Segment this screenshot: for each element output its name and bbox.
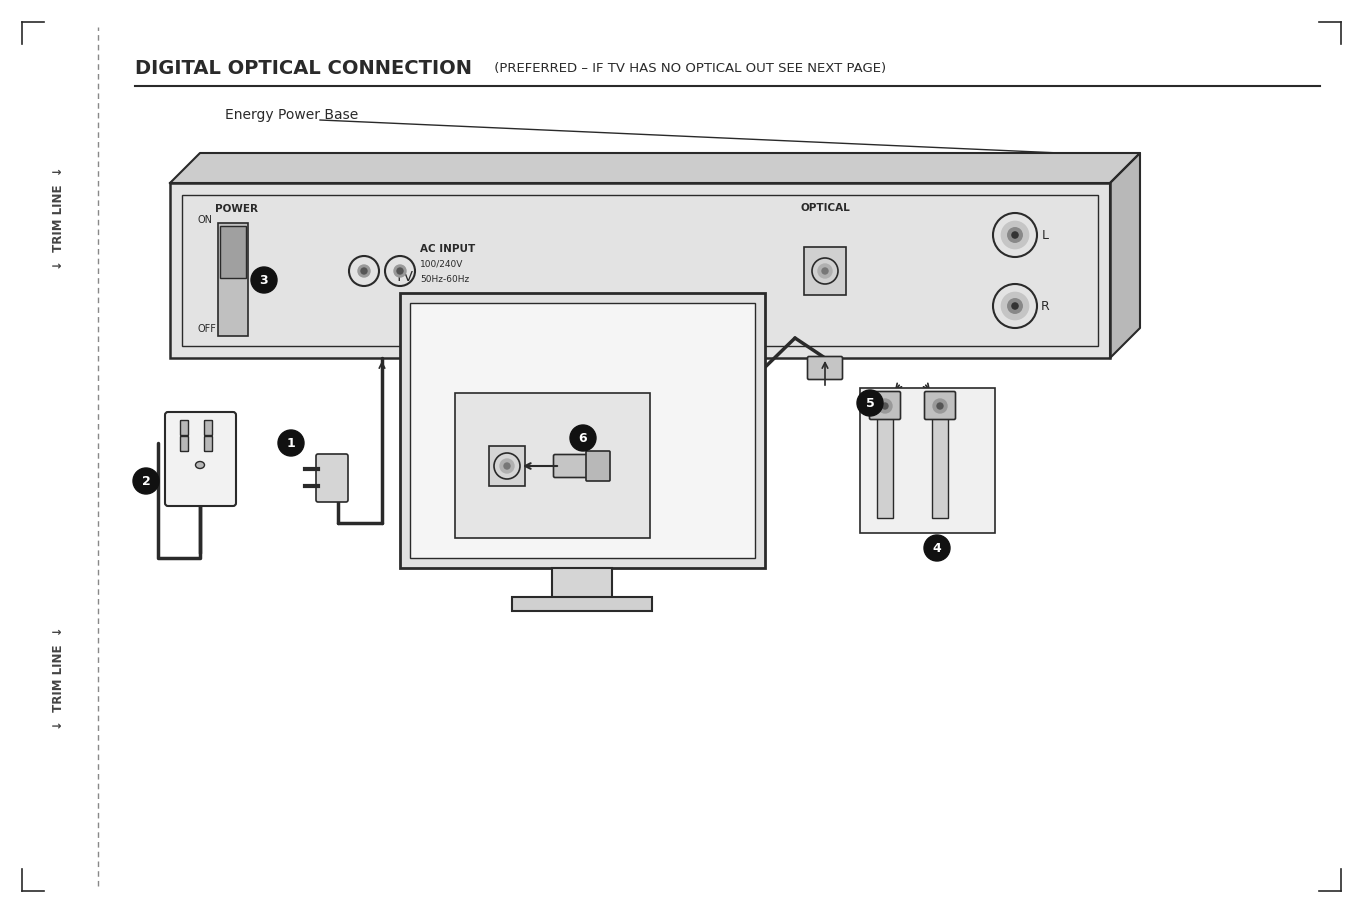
Text: AC INPUT: AC INPUT (420, 244, 476, 254)
Text: ON: ON (198, 215, 213, 225)
Circle shape (504, 463, 510, 469)
Circle shape (1002, 221, 1029, 248)
FancyBboxPatch shape (586, 451, 611, 481)
Text: OPTICAL: OPTICAL (800, 203, 851, 213)
Circle shape (822, 268, 827, 274)
Circle shape (934, 399, 947, 413)
Text: DIGITAL OPTICAL CONNECTION: DIGITAL OPTICAL CONNECTION (135, 58, 472, 78)
Text: TV: TV (395, 270, 413, 284)
Text: (PREFERRED – IF TV HAS NO OPTICAL OUT SEE NEXT PAGE): (PREFERRED – IF TV HAS NO OPTICAL OUT SE… (491, 61, 886, 75)
FancyBboxPatch shape (204, 421, 213, 436)
FancyBboxPatch shape (932, 418, 949, 518)
Circle shape (1007, 227, 1022, 242)
Text: 50Hz-60Hz: 50Hz-60Hz (420, 275, 469, 284)
FancyBboxPatch shape (455, 393, 650, 538)
Circle shape (878, 399, 891, 413)
FancyBboxPatch shape (218, 223, 248, 336)
FancyBboxPatch shape (924, 392, 955, 419)
FancyBboxPatch shape (512, 597, 652, 611)
Text: Energy Power Base: Energy Power Base (225, 108, 358, 122)
Circle shape (1011, 303, 1018, 310)
FancyBboxPatch shape (552, 568, 612, 598)
FancyBboxPatch shape (804, 247, 846, 295)
Circle shape (1011, 232, 1018, 238)
Circle shape (570, 425, 596, 451)
Text: ↓  TRIM LINE  ↓: ↓ TRIM LINE ↓ (52, 166, 64, 270)
FancyBboxPatch shape (180, 421, 188, 436)
Text: 5: 5 (866, 396, 875, 410)
Text: 6: 6 (579, 432, 587, 445)
Text: 2: 2 (142, 475, 150, 488)
Circle shape (394, 265, 406, 277)
Text: Optical: Optical (530, 400, 574, 413)
FancyBboxPatch shape (410, 303, 755, 558)
Text: L: L (1041, 228, 1048, 242)
FancyBboxPatch shape (170, 183, 1109, 358)
FancyBboxPatch shape (180, 436, 188, 452)
Text: POWER: POWER (215, 204, 258, 214)
Polygon shape (1109, 153, 1139, 358)
Text: R: R (1040, 299, 1050, 312)
Text: 100/240V: 100/240V (420, 259, 463, 268)
Text: ↓  TRIM LINE  ↓: ↓ TRIM LINE ↓ (52, 626, 64, 729)
Ellipse shape (195, 461, 204, 468)
Circle shape (134, 468, 159, 494)
Text: Digital Audio Out: Digital Audio Out (507, 520, 597, 530)
Circle shape (1002, 292, 1029, 320)
FancyBboxPatch shape (870, 392, 901, 419)
Circle shape (857, 390, 883, 416)
FancyBboxPatch shape (553, 455, 594, 477)
Text: OFF: OFF (198, 324, 217, 334)
FancyBboxPatch shape (860, 388, 995, 533)
Circle shape (882, 403, 889, 409)
Circle shape (397, 268, 403, 274)
FancyBboxPatch shape (399, 293, 765, 568)
Text: 1: 1 (286, 436, 296, 449)
FancyBboxPatch shape (489, 446, 525, 486)
Circle shape (251, 267, 277, 293)
FancyBboxPatch shape (876, 418, 893, 518)
Circle shape (924, 535, 950, 561)
Circle shape (818, 264, 831, 278)
FancyBboxPatch shape (204, 436, 213, 452)
Circle shape (500, 459, 514, 473)
Circle shape (1007, 299, 1022, 313)
FancyBboxPatch shape (165, 412, 236, 506)
FancyBboxPatch shape (316, 454, 348, 502)
Text: 4: 4 (932, 541, 942, 554)
Polygon shape (170, 153, 1139, 183)
Circle shape (361, 268, 367, 274)
Circle shape (936, 403, 943, 409)
Circle shape (358, 265, 369, 277)
Text: 3: 3 (260, 274, 269, 287)
FancyBboxPatch shape (219, 226, 245, 278)
FancyBboxPatch shape (807, 356, 842, 380)
Circle shape (278, 430, 304, 456)
